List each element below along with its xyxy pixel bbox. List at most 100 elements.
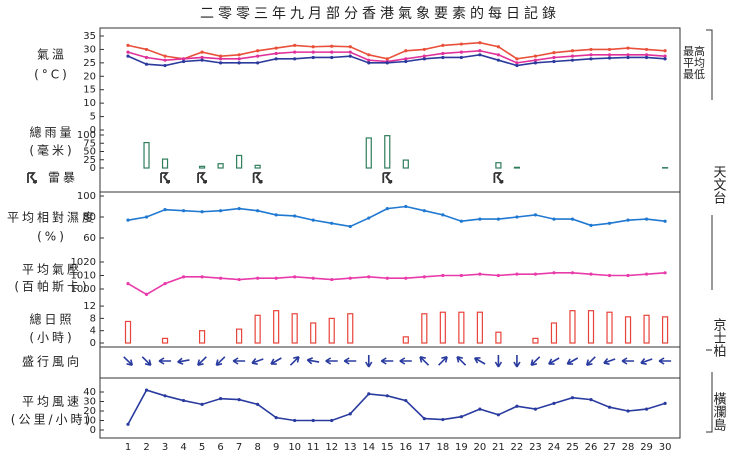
bar xyxy=(624,316,632,344)
y-axis-label: 總雨量 xyxy=(29,125,74,140)
wind-arrow-shape xyxy=(158,357,172,365)
data-point xyxy=(422,47,426,52)
data-point xyxy=(348,412,352,416)
x-tick-label: 29 xyxy=(640,442,653,453)
x-tick-label: 18 xyxy=(436,442,449,453)
data-point xyxy=(441,51,445,56)
wind-arrow-shape xyxy=(438,355,448,366)
data-point xyxy=(515,57,519,61)
data-point xyxy=(626,273,630,278)
data-point xyxy=(181,57,186,61)
bar xyxy=(606,311,613,344)
x-tick-label: 26 xyxy=(585,442,598,453)
data-point xyxy=(404,57,408,61)
y-axis-label: (百帕斯卡) xyxy=(14,279,89,294)
bar xyxy=(439,311,446,344)
wind-arrow xyxy=(513,355,521,368)
bar xyxy=(347,313,354,344)
data-point xyxy=(348,45,352,49)
data-point xyxy=(459,415,463,419)
data-point xyxy=(404,59,408,64)
bar xyxy=(217,163,224,169)
data-point xyxy=(311,276,315,280)
thunder-mark xyxy=(197,172,207,184)
bar xyxy=(587,310,595,344)
wind-arrow xyxy=(306,357,320,365)
x-tick-label: 30 xyxy=(659,442,672,453)
wind-arrow-shape xyxy=(603,358,616,365)
data-point xyxy=(533,213,538,217)
y-axis-label: (公里/小時) xyxy=(11,413,93,427)
data-point xyxy=(385,276,389,280)
data-point xyxy=(237,57,241,61)
bar xyxy=(161,158,169,169)
series-line xyxy=(127,272,666,296)
wind-arrow xyxy=(566,357,579,365)
thunder-mark xyxy=(382,172,393,184)
wind-arrow xyxy=(658,357,672,365)
y-tick-label: 80 xyxy=(83,212,96,223)
data-point xyxy=(607,47,612,52)
data-point xyxy=(644,217,649,221)
wind-arrow-shape xyxy=(585,356,596,367)
data-point xyxy=(515,61,519,65)
data-point xyxy=(570,49,575,53)
wind-arrow-shape xyxy=(566,357,579,365)
station-label: 橫瀾島 xyxy=(711,392,727,431)
y-tick-label: 12 xyxy=(83,301,96,312)
data-point xyxy=(385,61,389,65)
data-point xyxy=(219,209,223,213)
y-tick-label: 25 xyxy=(83,58,96,69)
bar xyxy=(365,137,372,169)
x-tick-label: 4 xyxy=(180,442,186,453)
legend-symbol xyxy=(27,172,37,184)
series-line xyxy=(127,389,666,425)
data-point xyxy=(422,54,426,58)
bar xyxy=(124,320,132,344)
data-point xyxy=(459,55,463,60)
data-point xyxy=(663,401,667,405)
station-label: 京士柏 xyxy=(711,318,727,357)
data-point xyxy=(385,207,389,211)
data-point xyxy=(515,272,519,276)
wind-arrow xyxy=(621,357,635,365)
wind-arrow-shape xyxy=(399,357,412,365)
data-point xyxy=(570,396,575,400)
data-point xyxy=(200,55,204,60)
wind-arrow xyxy=(473,357,486,365)
data-point xyxy=(404,204,408,209)
data-point xyxy=(496,217,500,221)
data-point xyxy=(367,53,371,57)
y-tick-label: 0 xyxy=(90,163,96,174)
y-tick-label: 8 xyxy=(90,313,96,324)
data-point xyxy=(348,276,352,280)
data-point xyxy=(552,217,556,221)
bar xyxy=(550,322,558,344)
y-axis-label: (毫米) xyxy=(29,143,74,158)
data-point xyxy=(478,53,482,57)
data-point xyxy=(293,214,297,218)
data-point xyxy=(459,42,463,46)
wind-arrow xyxy=(177,357,190,365)
data-point xyxy=(459,273,463,278)
wind-arrow-shape xyxy=(289,355,300,366)
data-point xyxy=(311,418,315,423)
wind-arrow xyxy=(494,355,503,368)
wind-arrow-shape xyxy=(380,357,394,365)
y-tick-label: 0 xyxy=(90,338,96,349)
data-point xyxy=(293,50,297,54)
data-point xyxy=(589,398,593,402)
data-point xyxy=(144,292,149,296)
wind-arrow xyxy=(325,357,338,365)
bar xyxy=(198,330,206,344)
x-tick-label: 12 xyxy=(325,442,338,453)
data-point xyxy=(552,401,556,405)
panel-label: 盛行風向 xyxy=(22,354,82,369)
y-tick-label: 0 xyxy=(90,125,96,136)
x-tick-label: 21 xyxy=(492,442,505,453)
bar xyxy=(569,310,576,344)
bar xyxy=(143,141,150,169)
data-point xyxy=(181,398,186,403)
data-point xyxy=(144,62,149,66)
wind-arrow xyxy=(270,357,282,365)
